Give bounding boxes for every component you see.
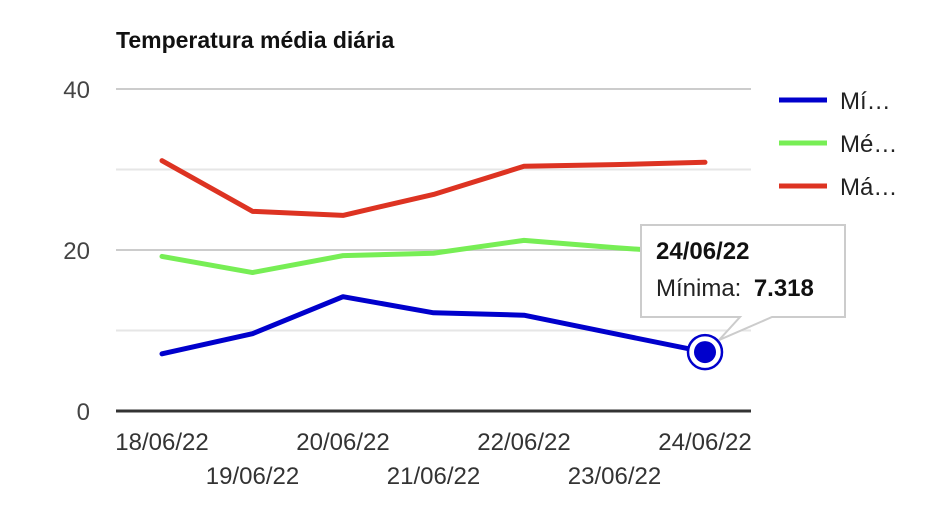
y-axis-ticks: 0 20 40 [63,77,90,426]
x-tick-label: 20/06/22 [296,429,389,456]
tooltip-label: Mínima: [656,275,741,302]
legend-label: Mé… [840,131,897,158]
x-tick-label: 23/06/22 [568,463,661,490]
tooltip-value: 7.318 [754,275,814,302]
legend-label: Mí… [840,88,891,115]
tooltip-box [640,224,846,342]
x-tick-label: 21/06/22 [387,463,480,490]
legend-item[interactable]: Mé… [779,131,897,158]
y-tick-label: 40 [63,77,90,104]
data-point-selected[interactable] [694,341,716,364]
series-line[interactable] [159,294,708,357]
series-line[interactable] [159,158,708,218]
chart-title: Temperatura média diária [116,27,394,53]
tooltip-title: 24/06/22 [656,238,749,265]
series-lines[interactable] [159,158,724,371]
y-tick-label: 20 [63,238,90,265]
x-tick-label: 19/06/22 [206,463,299,490]
y-tick-label: 0 [77,399,90,426]
x-tick-label: 22/06/22 [477,429,570,456]
legend[interactable]: Mí… Mé… Má… [779,88,897,201]
x-axis-ticks: 18/06/22 19/06/22 20/06/22 21/06/22 22/06/22… [115,429,751,490]
tooltip-line: Mínima: 7.318 [656,275,814,302]
legend-label: Má… [840,174,897,201]
tooltip: 24/06/22 Mínima: 7.318 [640,224,846,342]
series-line[interactable] [159,237,708,276]
legend-item[interactable]: Má… [779,174,897,201]
x-tick-label: 24/06/22 [658,429,751,456]
legend-item[interactable]: Mí… [779,88,891,115]
x-tick-label: 18/06/22 [115,429,208,456]
